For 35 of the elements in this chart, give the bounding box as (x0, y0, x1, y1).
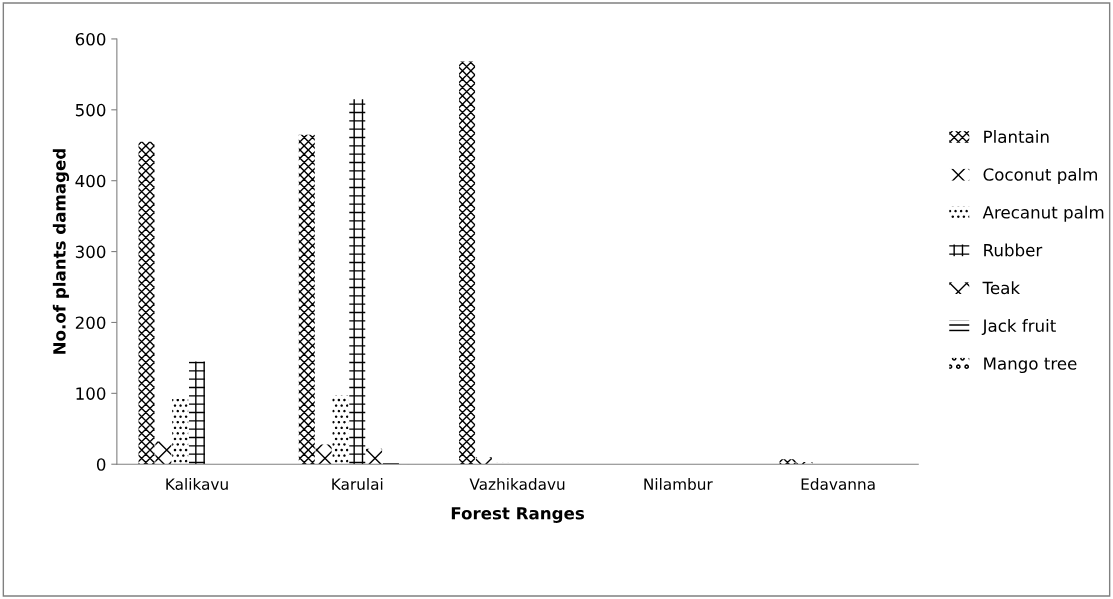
x-tick-label: Nilambur (644, 478, 713, 490)
legend-label: Mango tree (984, 357, 1077, 374)
y-tick-label: 500 (75, 103, 106, 117)
bar (155, 441, 172, 465)
legend-label: Teak (982, 281, 1020, 295)
bar (315, 444, 332, 465)
y-tick-label: 300 (75, 245, 106, 259)
bar (298, 134, 315, 465)
x-tick-label: Kalikavu (166, 478, 228, 490)
bar (475, 457, 492, 465)
y-tick-label: 400 (75, 174, 106, 188)
legend-label: Rubber (984, 243, 1043, 257)
y-tick-label: 600 (75, 32, 106, 46)
legend-label: Arecanut palm (982, 205, 1104, 222)
bar (459, 61, 476, 465)
x-tick-label: Edavanna (801, 478, 875, 490)
bar (382, 462, 399, 465)
x-tick-label: Karulai (332, 478, 383, 490)
x-axis-title: Forest Ranges (451, 507, 584, 523)
legend-label: Jack fruit (981, 319, 1056, 336)
y-tick-label: 0 (96, 458, 106, 471)
bar (172, 399, 189, 465)
bar (332, 395, 349, 465)
legend-label: Plantain (984, 130, 1049, 144)
legend-label: Coconut palm (983, 167, 1097, 185)
x-tick-label: Vazhikadavu (469, 478, 565, 490)
y-axis-title: No.of plants damaged (52, 149, 70, 354)
bar (366, 448, 383, 465)
bar (189, 361, 205, 465)
y-tick-label: 200 (75, 316, 106, 330)
bar (796, 462, 813, 465)
bar (138, 141, 155, 465)
y-tick-label: 100 (76, 387, 106, 400)
bar (779, 459, 796, 465)
bar (349, 99, 366, 465)
